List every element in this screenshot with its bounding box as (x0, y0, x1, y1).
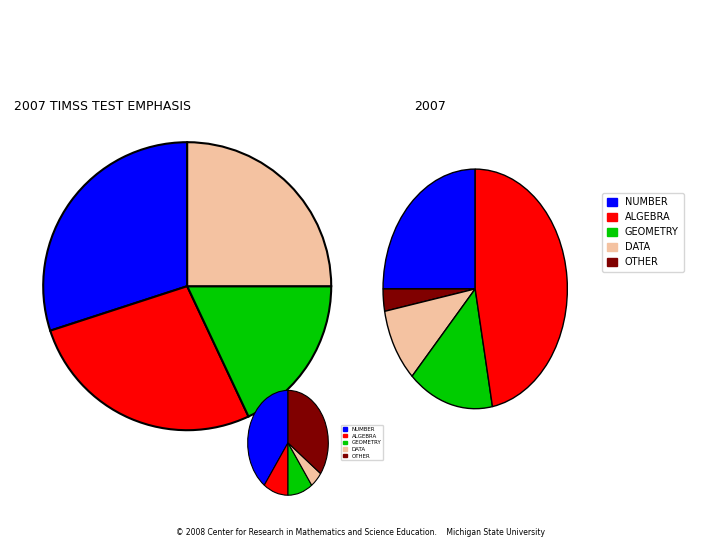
Wedge shape (50, 286, 248, 430)
Wedge shape (43, 142, 187, 330)
Text: 2007 TIMSS TEST EMPHASIS: 2007 TIMSS TEST EMPHASIS (14, 100, 192, 113)
Text: © 2008 Center for Research in Mathematics and Science Education.    Michigan Sta: © 2008 Center for Research in Mathematic… (176, 528, 544, 537)
Text: Grade 8 Mathematics Mean
Teaching Emphasis: Grade 8 Mathematics Mean Teaching Emphas… (145, 15, 575, 75)
Wedge shape (264, 443, 288, 495)
Wedge shape (475, 169, 567, 407)
Wedge shape (288, 390, 328, 474)
Legend: NUMBER, ALGEBRA, GEOMETRY, DATA, OTHER: NUMBER, ALGEBRA, GEOMETRY, DATA, OTHER (341, 426, 383, 460)
Wedge shape (288, 443, 320, 485)
Wedge shape (412, 289, 492, 409)
Wedge shape (383, 289, 475, 312)
Legend: NUMBER, ALGEBRA, GEOMETRY, DATA, OTHER: NUMBER, ALGEBRA, GEOMETRY, DATA, OTHER (603, 193, 683, 272)
Wedge shape (384, 289, 475, 376)
Wedge shape (383, 169, 475, 289)
Wedge shape (248, 390, 288, 485)
Wedge shape (187, 286, 331, 416)
Text: 2007: 2007 (414, 100, 446, 113)
Wedge shape (288, 443, 312, 495)
Wedge shape (187, 142, 331, 286)
